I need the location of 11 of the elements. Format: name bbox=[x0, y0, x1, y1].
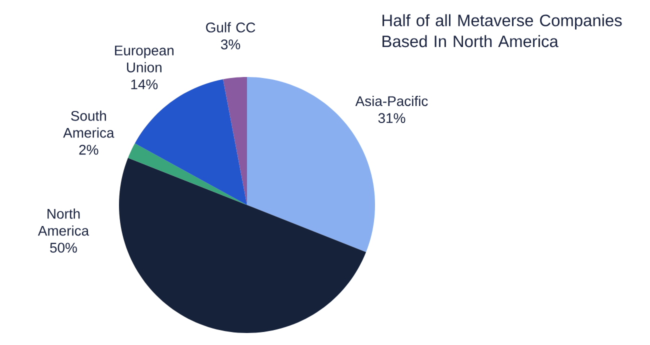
text: Half of all Metaverse Companies Based In North America bbox=[382, 14, 622, 48]
slice-label: Asia-Pacific bbox=[355, 96, 428, 106]
slice-label: North America bbox=[38, 208, 90, 236]
data-label: 2% bbox=[79, 144, 98, 155]
data-label: 50% bbox=[50, 242, 77, 253]
slice-label: Gulf CC bbox=[206, 22, 256, 32]
data-label: 3% bbox=[220, 39, 240, 50]
slice-label: European Union bbox=[115, 46, 174, 72]
slice-label: South America bbox=[63, 110, 114, 138]
data-label: 14% bbox=[131, 79, 158, 90]
data-label: 31% bbox=[378, 113, 406, 124]
